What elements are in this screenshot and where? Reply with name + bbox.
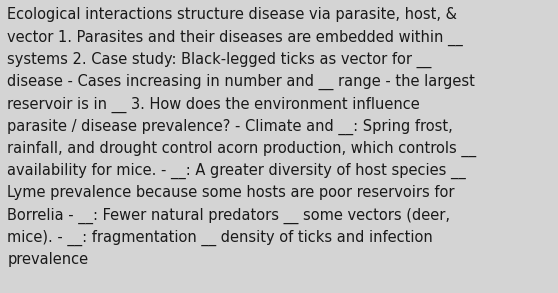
Text: rainfall, and drought control acorn production, which controls __: rainfall, and drought control acorn prod… xyxy=(7,141,477,157)
Text: Ecological interactions structure disease via parasite, host, &: Ecological interactions structure diseas… xyxy=(7,7,457,22)
Text: systems 2. Case study: Black-legged ticks as vector for __: systems 2. Case study: Black-legged tick… xyxy=(7,52,432,68)
Text: vector 1. Parasites and their diseases are embedded within __: vector 1. Parasites and their diseases a… xyxy=(7,30,463,46)
Text: Borrelia - __: Fewer natural predators __ some vectors (deer,: Borrelia - __: Fewer natural predators _… xyxy=(7,208,450,224)
Text: disease - Cases increasing in number and __ range - the largest: disease - Cases increasing in number and… xyxy=(7,74,475,90)
Text: prevalence: prevalence xyxy=(7,252,88,267)
Text: Lyme prevalence because some hosts are poor reservoirs for: Lyme prevalence because some hosts are p… xyxy=(7,185,455,200)
Text: mice). - __: fragmentation __ density of ticks and infection: mice). - __: fragmentation __ density of… xyxy=(7,230,433,246)
Text: parasite / disease prevalence? - Climate and __: Spring frost,: parasite / disease prevalence? - Climate… xyxy=(7,119,453,135)
Text: availability for mice. - __: A greater diversity of host species __: availability for mice. - __: A greater d… xyxy=(7,163,466,179)
Text: reservoir is in __ 3. How does the environment influence: reservoir is in __ 3. How does the envir… xyxy=(7,96,420,113)
